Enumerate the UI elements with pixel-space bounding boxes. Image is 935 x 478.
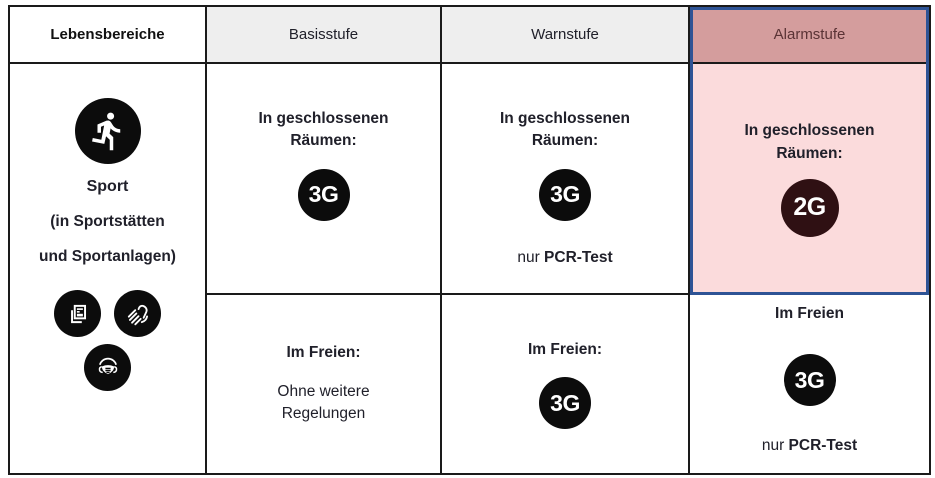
header-lebensbereiche-label: Lebensbereiche	[50, 26, 165, 43]
cell-basisstufe-outdoor: Im Freien: Ohne weitere Regelungen	[207, 295, 442, 473]
header-alarmstufe-label: Alarmstufe	[773, 26, 846, 43]
2g-badge: 2G	[780, 178, 839, 237]
cell-alarmstufe-indoor: In geschlossenen Räumen: 2G	[690, 64, 929, 295]
hygiene-icon-cluster	[54, 290, 161, 391]
header-basisstufe: Basisstufe	[207, 7, 442, 64]
covid-level-regulation-table: Lebensbereiche Basisstufe Warnstufe Alar…	[8, 5, 931, 475]
cell-warnstufe-indoor: In geschlossenen Räumen: 3G nur PCR-Test	[442, 64, 690, 295]
3g-badge: 3G	[539, 168, 591, 221]
cell-basisstufe-indoor: In geschlossenen Räumen: 3G	[207, 64, 442, 295]
3g-badge: 3G	[783, 354, 836, 406]
pcr-test-note: nur PCR-Test	[517, 248, 613, 266]
header-lebensbereiche: Lebensbereiche	[10, 7, 207, 64]
runner-icon	[74, 98, 141, 164]
cell-heading: Im Freien:	[286, 344, 361, 362]
rules-leaflet-icon	[54, 290, 101, 337]
pcr-test-note: nur PCR-Test	[761, 436, 858, 454]
cell-alarmstufe-outdoor: Im Freien 3G nur PCR-Test	[690, 295, 929, 473]
cell-heading: In geschlossenen Räumen:	[258, 110, 389, 150]
cell-warnstufe-outdoor: Im Freien: 3G	[442, 295, 690, 473]
area-sport-cell: Sport (in Sportstätten und Sportanlagen)	[10, 64, 207, 473]
cell-heading: In geschlossenen Räumen:	[499, 110, 631, 150]
header-warnstufe: Warnstufe	[442, 7, 690, 64]
area-subtitle-line1: (in Sportstätten	[50, 213, 165, 230]
cell-heading: Im Freien:	[527, 340, 603, 358]
area-title: Sport	[86, 178, 129, 195]
3g-badge: 3G	[297, 168, 350, 221]
3g-badge: 3G	[539, 377, 591, 430]
header-alarmstufe: Alarmstufe	[690, 7, 929, 64]
area-subtitle-line2: und Sportanlagen)	[39, 248, 176, 265]
no-rules-note: Ohne weitere Regelungen	[277, 382, 370, 423]
cell-heading: In geschlossenen Räumen:	[744, 122, 875, 162]
header-warnstufe-label: Warnstufe	[531, 26, 599, 43]
header-basisstufe-label: Basisstufe	[288, 26, 359, 43]
face-mask-icon	[84, 344, 131, 391]
cell-heading: Im Freien	[775, 305, 844, 322]
hand-hygiene-icon	[114, 290, 161, 337]
